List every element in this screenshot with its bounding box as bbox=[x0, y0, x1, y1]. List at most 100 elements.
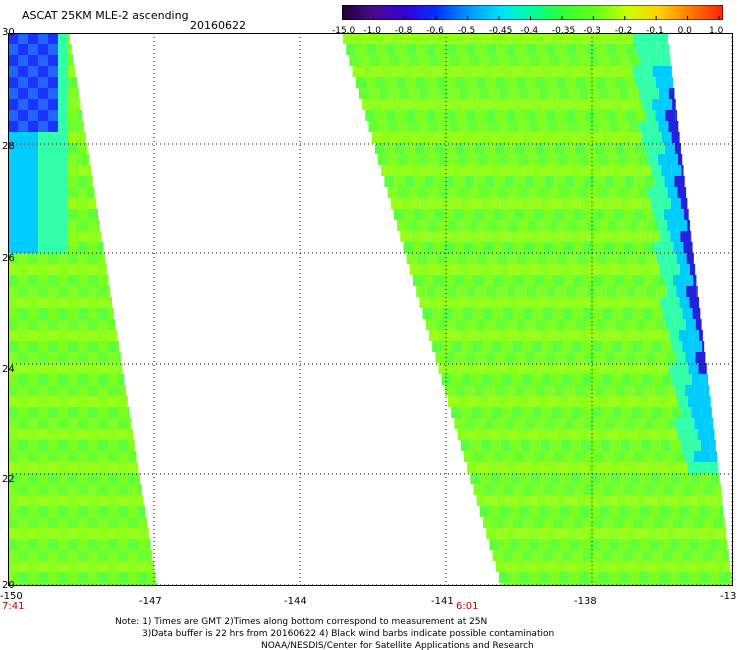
data-cell bbox=[503, 33, 513, 44]
data-cell bbox=[520, 440, 531, 451]
data-cell bbox=[128, 506, 138, 517]
data-cell bbox=[683, 517, 694, 528]
data-cell bbox=[488, 154, 499, 165]
data-cell bbox=[477, 187, 488, 198]
data-cell bbox=[489, 264, 500, 275]
data-cell bbox=[88, 286, 98, 297]
data-cell bbox=[98, 539, 108, 550]
data-cell bbox=[678, 363, 689, 374]
data-cell bbox=[623, 484, 634, 495]
data-cell bbox=[672, 308, 683, 319]
data-cell bbox=[118, 451, 128, 462]
data-cell bbox=[552, 550, 563, 561]
data-cell bbox=[108, 451, 118, 462]
data-cell bbox=[18, 297, 28, 308]
data-cell bbox=[463, 242, 474, 253]
data-cell bbox=[98, 418, 108, 429]
data-cell bbox=[8, 517, 18, 528]
data-cell bbox=[58, 396, 68, 407]
data-cell bbox=[118, 341, 120, 352]
data-cell bbox=[606, 253, 617, 264]
data-cell bbox=[138, 572, 148, 583]
data-cell bbox=[384, 176, 395, 187]
data-cell bbox=[480, 198, 491, 209]
data-cell bbox=[88, 341, 98, 352]
data-cell bbox=[704, 418, 714, 429]
data-cell bbox=[517, 220, 528, 231]
data-cell bbox=[544, 418, 555, 429]
data-cell bbox=[413, 209, 424, 220]
data-cell bbox=[546, 44, 557, 55]
data-cell bbox=[654, 385, 665, 396]
data-cell bbox=[648, 121, 659, 132]
data-cell bbox=[118, 528, 128, 539]
data-cell bbox=[519, 264, 530, 275]
data-cell bbox=[68, 451, 78, 462]
data-cell bbox=[8, 308, 18, 319]
data-cell bbox=[88, 506, 98, 517]
data-cell bbox=[28, 154, 38, 165]
data-cell bbox=[454, 143, 465, 154]
data-cell bbox=[548, 363, 559, 374]
data-cell bbox=[38, 121, 48, 132]
data-cell bbox=[8, 341, 18, 352]
data-cell bbox=[544, 176, 555, 187]
data-cell bbox=[8, 242, 18, 253]
data-cell bbox=[643, 484, 654, 495]
data-cell bbox=[108, 572, 118, 583]
data-cell bbox=[684, 418, 695, 429]
data-cell bbox=[579, 297, 590, 308]
data-cell bbox=[58, 550, 68, 561]
data-cell bbox=[18, 77, 28, 88]
data-cell bbox=[58, 418, 68, 429]
data-cell bbox=[512, 99, 523, 110]
data-cell bbox=[526, 253, 537, 264]
data-cell bbox=[413, 242, 424, 253]
data-cell bbox=[494, 385, 505, 396]
data-cell bbox=[358, 88, 369, 99]
data-cell bbox=[432, 308, 443, 319]
data-cell bbox=[405, 110, 416, 121]
data-cell bbox=[508, 88, 519, 99]
data-cell bbox=[447, 187, 458, 198]
data-cell bbox=[575, 319, 586, 330]
data-cell bbox=[642, 583, 653, 586]
data-cell bbox=[88, 330, 98, 341]
data-cell bbox=[409, 55, 420, 66]
data-cell bbox=[453, 209, 464, 220]
data-cell bbox=[118, 462, 128, 473]
data-cell bbox=[419, 55, 430, 66]
data-cell bbox=[605, 352, 616, 363]
data-cell bbox=[607, 462, 618, 473]
data-cell bbox=[575, 561, 586, 572]
data-cell bbox=[346, 44, 357, 55]
data-cell bbox=[630, 440, 641, 451]
data-cell bbox=[58, 297, 68, 308]
data-cell bbox=[8, 99, 18, 110]
data-cell bbox=[581, 132, 592, 143]
data-cell bbox=[38, 165, 48, 176]
data-cell bbox=[702, 341, 705, 352]
data-cell bbox=[461, 132, 472, 143]
data-cell bbox=[493, 209, 504, 220]
data-cell bbox=[543, 242, 554, 253]
data-cell bbox=[513, 209, 524, 220]
data-cell bbox=[98, 264, 107, 275]
data-cell bbox=[512, 308, 523, 319]
data-cell bbox=[489, 55, 500, 66]
data-cell bbox=[523, 209, 534, 220]
data-cell bbox=[128, 473, 138, 484]
data-cell bbox=[388, 121, 399, 132]
data-cell bbox=[636, 528, 647, 539]
data-cell bbox=[365, 110, 376, 121]
data-cell bbox=[58, 220, 68, 231]
data-cell bbox=[524, 176, 535, 187]
color-scale-label: -0.6 bbox=[426, 26, 444, 36]
data-cell bbox=[78, 363, 88, 374]
data-cell bbox=[582, 308, 593, 319]
data-cell bbox=[667, 220, 678, 231]
data-cell bbox=[504, 176, 515, 187]
data-cell bbox=[532, 341, 543, 352]
data-cell bbox=[18, 143, 28, 154]
